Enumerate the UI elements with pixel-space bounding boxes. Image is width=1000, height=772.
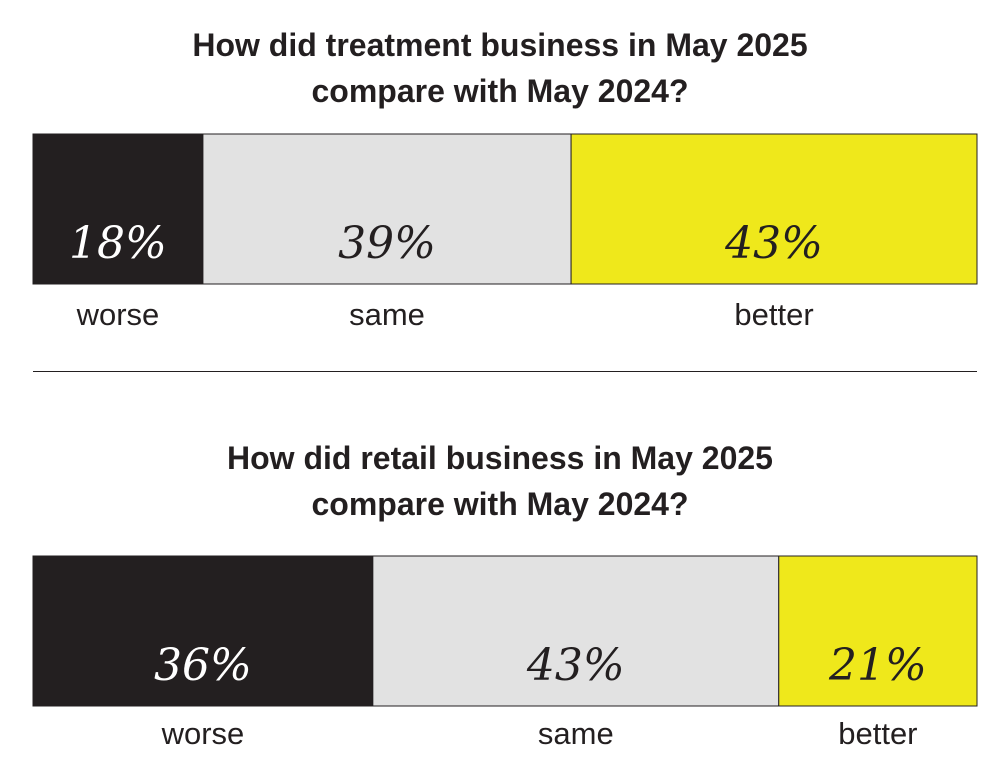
stacked-bar-retail: 36% worse 43% same 21% better [32,555,978,751]
category-label-better: better [838,716,917,751]
bar-segment-worse [32,555,374,707]
bar-segment-better [778,555,978,707]
value-label-worse: 36% [154,640,252,691]
value-label-better: 21% [828,640,927,691]
chart-title-retail: How did retail business in May 2025 comp… [0,435,1000,527]
value-label-better: 43% [724,218,823,269]
category-label-worse: worse [161,716,245,751]
chart-title-line-1: How did retail business in May 2025 [227,440,773,476]
value-label-same: 43% [526,640,625,691]
chart-title-line-2: compare with May 2024? [311,73,689,109]
chart-title-line-1: How did treatment business in May 2025 [192,27,808,63]
value-label-worse: 18% [69,218,167,269]
chart-title-line-2: compare with May 2024? [311,486,689,522]
category-label-better: better [734,297,813,332]
bar-segment-worse [32,133,204,285]
value-label-same: 39% [338,218,436,269]
chart-retail: 36% worse 43% same 21% better How did retail … [0,373,1000,772]
bar-segment-better [570,133,978,285]
section-divider [33,371,977,372]
category-label-same: same [349,297,425,332]
stacked-bar-treatment: 18% worse 39% same 43% better [32,133,978,332]
chart-treatment: 18% worse 39% same 43% better How did treatme… [0,0,1000,372]
category-label-same: same [538,716,614,751]
category-label-worse: worse [76,297,160,332]
chart-title-treatment: How did treatment business in May 2025 c… [0,22,1000,114]
